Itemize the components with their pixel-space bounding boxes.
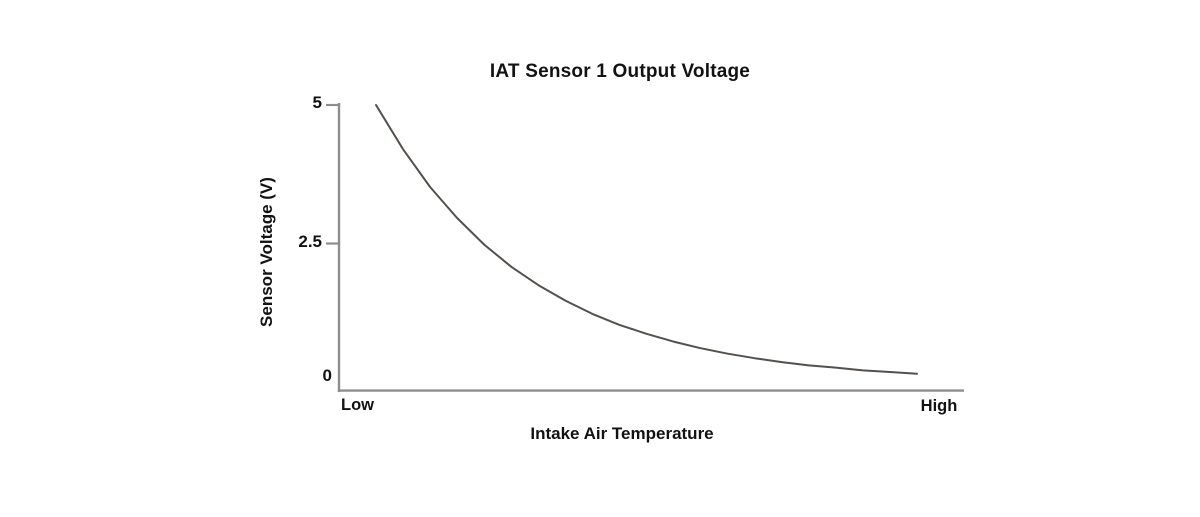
x-axis-title: Intake Air Temperature	[530, 424, 714, 443]
y-tick-marks	[326, 103, 341, 245]
chart-title: IAT Sensor 1 Output Voltage	[489, 61, 751, 82]
y-tick-label-0: 0	[322, 366, 332, 385]
y-tick-label-5: 5	[312, 93, 322, 112]
x-axis-label-high: High	[920, 397, 958, 415]
y-tick-label-2-5: 2.5	[298, 232, 322, 251]
x-axis-label-low: Low	[341, 396, 374, 414]
sensor-voltage-curve	[375, 104, 918, 375]
